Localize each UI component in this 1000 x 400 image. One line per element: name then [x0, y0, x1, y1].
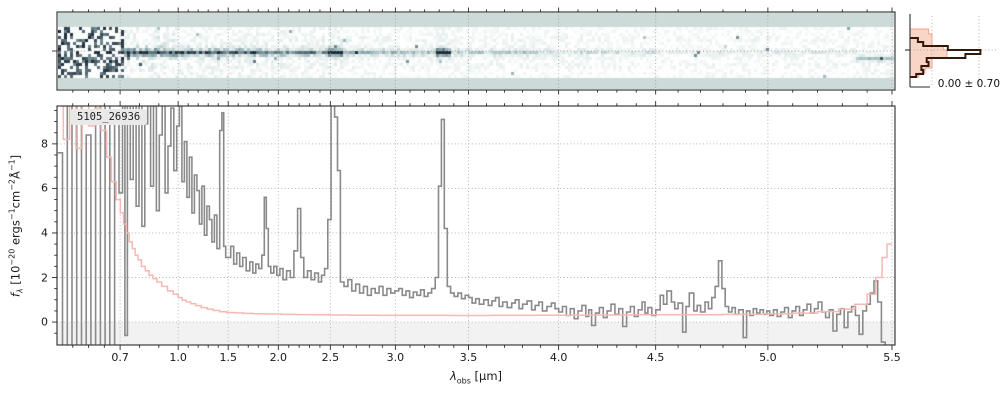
x-tick-label-4.0: 4.0	[549, 351, 568, 364]
panel-2d-ticks	[52, 7, 893, 95]
x-axis-symbol: λ	[449, 369, 457, 383]
y-exp-1: −20	[7, 248, 17, 266]
x-axis-subscript: obs	[456, 376, 471, 386]
y-tick-label-4: 4	[41, 226, 48, 240]
hist-spines	[905, 14, 930, 88]
hist-step-outline	[910, 37, 982, 78]
y-exp-2: −1	[7, 208, 17, 221]
y-units-ergs: ergs	[8, 220, 23, 249]
x-tick-label-2.0: 2.0	[269, 351, 288, 364]
y-axis-units: [10	[8, 265, 23, 289]
y-units-cm: cm	[8, 190, 23, 209]
y-axis-label: fλ [10−20 ergs−1cm−2Å−1]	[7, 155, 24, 297]
y-units-close: ]	[8, 154, 23, 160]
main-axes	[56, 105, 896, 346]
x-tick-label-3.0: 3.0	[386, 351, 405, 364]
y-tick-label-0: 0	[41, 315, 48, 329]
hist-axes	[905, 14, 998, 88]
x-tick-label-5.0: 5.0	[759, 351, 777, 364]
y-units-angstrom: Å	[8, 171, 23, 180]
y-axis-symbol: f	[8, 293, 23, 298]
flux-step-line	[57, 106, 886, 345]
y-exp-4: −1	[7, 159, 17, 172]
x-tick-label-1.5: 1.5	[219, 351, 237, 364]
x-axis-label: λobs [μm]	[0, 369, 952, 385]
below-zero-band	[57, 322, 895, 345]
source-id-badge: 5105_26936	[70, 109, 148, 125]
y-axis-subscript: λ	[15, 288, 25, 294]
main-series	[57, 106, 892, 345]
x-axis-units: [μm]	[470, 369, 503, 383]
panel-2d-axes	[52, 7, 896, 95]
y-exp-3: −2	[7, 179, 17, 191]
x-tick-label-5.5: 5.5	[883, 351, 901, 364]
y-tick-label-6: 6	[41, 181, 48, 195]
x-tick-label-3.5: 3.5	[459, 351, 478, 364]
x-tick-label-2.5: 2.5	[321, 351, 340, 364]
histogram-stats-label: 0.00 ± 0.70	[937, 78, 1000, 90]
uncertainty-step-line	[62, 106, 892, 317]
x-tick-label-1.0: 1.0	[169, 351, 187, 364]
x-tick-label-4.5: 4.5	[646, 351, 665, 364]
hist-model-silhouette	[909, 28, 948, 78]
panel-2d-gridlines	[57, 12, 895, 90]
main-spines	[56, 105, 896, 346]
y-tick-label-8: 8	[41, 137, 48, 151]
x-tick-label-0.7: 0.7	[111, 351, 129, 364]
y-tick-label-2: 2	[41, 271, 48, 284]
main-ticks	[52, 101, 893, 350]
